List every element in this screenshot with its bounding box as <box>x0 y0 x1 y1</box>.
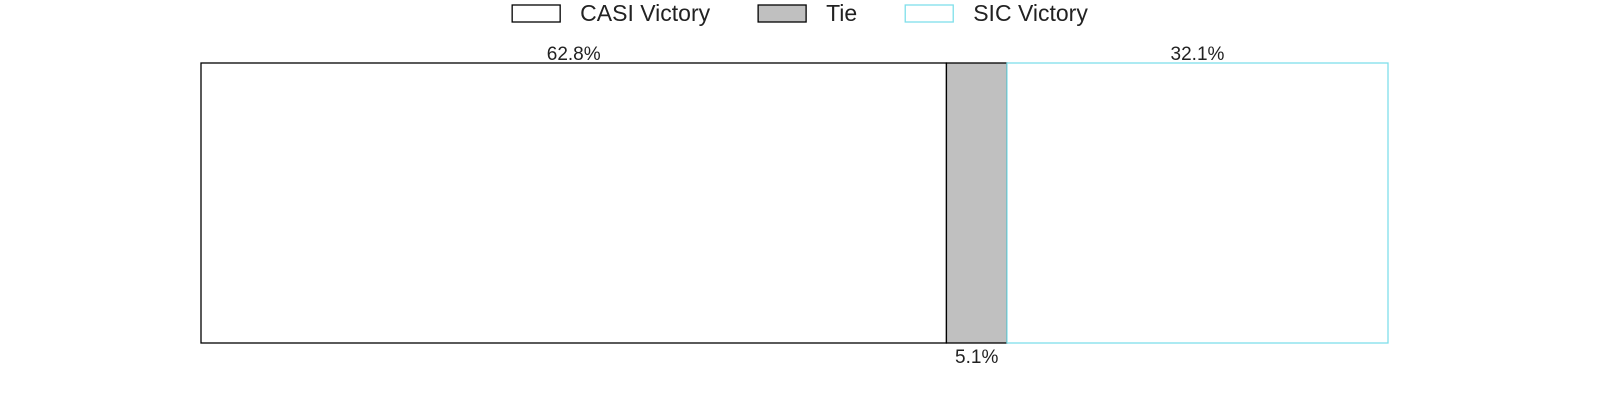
legend-label-casi-victory: CASI Victory <box>580 0 710 26</box>
data-label-tie: 5.1% <box>955 347 998 368</box>
legend-label-tie: Tie <box>826 0 857 26</box>
plot-area <box>200 62 1389 344</box>
bar-segment-casi-victory <box>200 62 948 344</box>
data-label-sic-victory: 32.1% <box>1171 44 1225 65</box>
legend-swatch-tie <box>757 4 807 23</box>
legend-label-sic-victory: SIC Victory <box>973 0 1088 26</box>
legend-swatch-casi-victory <box>511 4 561 23</box>
legend: CASI Victory Tie SIC Victory <box>511 0 1088 26</box>
bar-segment-tie <box>945 62 1008 344</box>
legend-swatch-sic-victory <box>904 4 954 23</box>
data-labels: 62.8% 5.1% 32.1% <box>547 44 1225 368</box>
bar-segment-sic-victory <box>1006 62 1389 344</box>
data-label-casi-victory: 62.8% <box>547 44 601 65</box>
